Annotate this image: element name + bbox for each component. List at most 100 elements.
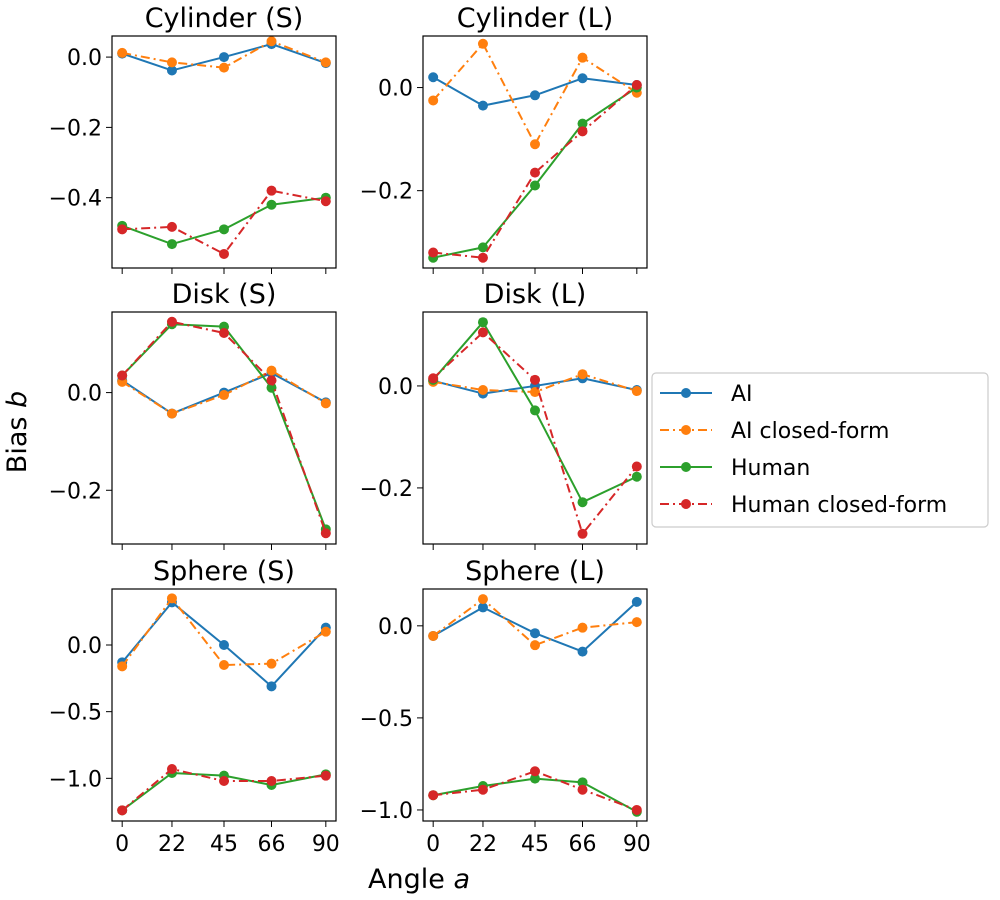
data-point-human-closed-form (117, 805, 128, 816)
series-ai (117, 597, 331, 692)
subplot-title: Cylinder (S) (145, 3, 304, 34)
data-point-human-closed-form (530, 167, 540, 178)
legend-frame (651, 372, 989, 528)
data-point-ai-closed-form (320, 626, 331, 637)
data-point-ai-closed-form (530, 640, 540, 651)
x-tick-label: 45 (521, 832, 549, 857)
series-line-human-closed-form (432, 331, 638, 535)
data-point-ai-closed-form (166, 57, 177, 68)
series-ai-closed-form (117, 36, 331, 73)
data-point-ai (428, 72, 439, 83)
data-point-human-closed-form (530, 374, 540, 385)
data-point-ai (577, 73, 588, 84)
data-point-human-closed-form (477, 327, 488, 338)
data-point-ai-closed-form (577, 52, 588, 63)
subplot-sphere-s: Sphere (S) 0.0 −0.5 −1.0 0 22 45 66 90 (49, 556, 340, 857)
data-point-human-closed-form (219, 328, 229, 339)
data-point-ai-closed-form (166, 408, 177, 419)
data-point-human (530, 405, 540, 416)
series-line-human-closed-form (433, 84, 638, 259)
series-human-closed-form (428, 327, 642, 539)
data-point-human-closed-form (219, 248, 229, 259)
data-point-ai (219, 52, 229, 63)
series-human-closed-form (428, 766, 642, 815)
data-point-human-closed-form (320, 196, 331, 207)
data-point-human (477, 242, 488, 253)
data-point-ai (219, 640, 229, 650)
data-point-human (631, 471, 642, 482)
data-point-human (577, 118, 588, 129)
data-point-human-closed-form (577, 528, 588, 539)
data-point-human-closed-form (320, 528, 331, 539)
data-point-human-closed-form (166, 221, 177, 232)
data-point-ai-closed-form (219, 62, 229, 73)
data-point-human (530, 180, 540, 191)
data-point-human-closed-form (477, 252, 488, 263)
data-point-ai (530, 90, 540, 101)
legend-marker (681, 425, 691, 435)
x-tick-label: 22 (158, 832, 186, 857)
data-point-ai-closed-form (320, 398, 331, 409)
data-point-human (577, 497, 588, 508)
series-human (428, 317, 642, 508)
data-point-ai-closed-form (631, 386, 642, 397)
x-tick-label: 66 (569, 832, 597, 857)
series-human-closed-form (117, 185, 331, 259)
series-human-closed-form (117, 764, 331, 816)
series-human (117, 319, 331, 535)
data-point-human-closed-form (117, 370, 128, 381)
series-line-ai-closed-form (121, 597, 327, 667)
series-ai-closed-form (117, 593, 331, 672)
data-point-human-closed-form (428, 247, 439, 258)
y-tick-label: 0.0 (378, 77, 413, 102)
data-point-ai-closed-form (166, 593, 177, 604)
x-tick-label: 90 (312, 832, 340, 857)
y-axis-label-var: b (2, 391, 33, 408)
series-line-human-closed-form (122, 189, 327, 255)
data-point-ai-closed-form (577, 369, 588, 380)
subplot-title: Sphere (L) (465, 556, 605, 587)
data-point-human-closed-form (631, 79, 642, 90)
plot-frame (422, 588, 648, 822)
series-line-ai-closed-form (432, 42, 638, 146)
legend-entry-ai-closed-form: AI closed-form (660, 419, 889, 444)
plot-frame (422, 35, 648, 269)
x-tick-label: 45 (210, 832, 238, 857)
subplot-title: Disk (L) (484, 279, 587, 310)
subplot-title: Cylinder (L) (457, 3, 614, 34)
subplot-title: Sphere (S) (153, 556, 295, 587)
legend-label: Human closed-form (731, 493, 947, 518)
data-point-human (477, 317, 488, 328)
legend-marker (681, 462, 691, 472)
data-point-ai-closed-form (477, 385, 488, 396)
data-point-ai-closed-form (266, 658, 277, 669)
subplot-disk-s: Disk (S) 0.0 −0.2 (49, 279, 337, 550)
y-tick-label: 0.0 (67, 382, 102, 407)
data-point-ai-closed-form (631, 617, 642, 628)
data-point-human-closed-form (631, 461, 642, 472)
data-point-ai (631, 596, 642, 607)
data-point-ai-closed-form (266, 36, 277, 47)
data-point-human (219, 224, 229, 235)
y-tick-label: −0.5 (360, 707, 413, 732)
series-line-human-closed-form (433, 770, 638, 811)
data-point-ai-closed-form (530, 387, 540, 398)
data-point-ai-closed-form (577, 622, 588, 633)
data-point-ai-closed-form (219, 660, 229, 670)
x-axis-label: Angle a (368, 864, 470, 895)
series-line-human (121, 196, 326, 246)
y-tick-label: −0.2 (49, 116, 102, 141)
y-tick-label: 0.0 (67, 634, 102, 659)
legend-label: AI (731, 382, 753, 407)
subplot-sphere-l: Sphere (L) 0.0 −0.5 −1.0 0 22 45 66 90 (360, 556, 651, 857)
data-point-human (166, 239, 177, 250)
data-point-human-closed-form (320, 770, 331, 781)
legend-marker (681, 499, 691, 509)
plot-frame (111, 588, 337, 822)
subplot-grid: Cylinder (S) 0.0 −0.2 −0.4 Cylinder (L) 0.0 −0… (49, 3, 651, 857)
y-tick-label: 0.0 (378, 615, 413, 640)
x-tick-label: 90 (623, 832, 651, 857)
x-tick-label: 66 (258, 832, 286, 857)
data-point-ai-closed-form (320, 57, 331, 68)
data-point-ai-closed-form (428, 630, 439, 641)
